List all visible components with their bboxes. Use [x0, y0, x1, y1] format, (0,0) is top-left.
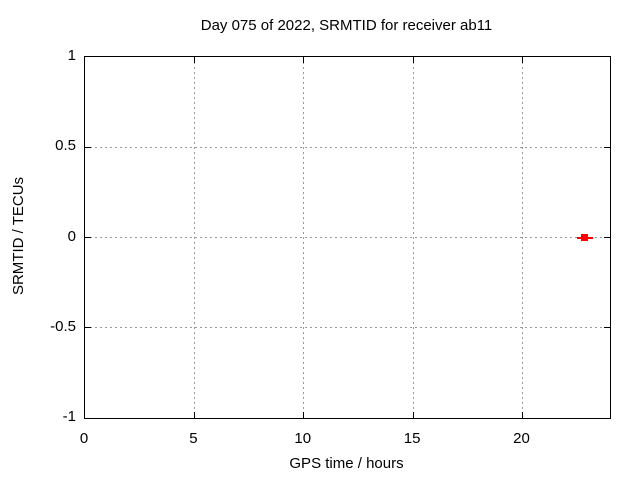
tick-right-0: [604, 237, 610, 238]
chart-title: Day 075 of 2022, SRMTID for receiver ab1…: [200, 17, 493, 34]
tick-left-0: [85, 237, 91, 238]
tick-bottom-10: [303, 412, 305, 418]
gridline-y-0.5: [85, 146, 610, 148]
tick-left--0.5: [85, 327, 91, 329]
x-tick-label-0: 0: [79, 430, 89, 447]
tick-top-15: [412, 57, 414, 63]
x-tick-label-15: 15: [403, 430, 421, 447]
data-point: [581, 234, 589, 241]
gridline-y-0: [85, 237, 610, 238]
y-tick-label-1: 1: [67, 47, 76, 64]
y-tick-label--1: -1: [62, 408, 76, 425]
x-tick-label-5: 5: [189, 430, 198, 447]
tick-top-5: [193, 57, 195, 63]
x-tick-label-10: 10: [294, 430, 312, 447]
tick-bottom-5: [193, 412, 195, 418]
y-tick-label-0.5: 0.5: [55, 137, 76, 155]
gridline-y--0.5: [85, 327, 610, 329]
tick-bottom-20: [522, 412, 523, 418]
tick-top-10: [303, 57, 305, 63]
y-tick-label--0.5: -0.5: [50, 317, 76, 335]
y-tick-label-0: 0: [67, 227, 76, 245]
tick-right--0.5: [604, 327, 610, 329]
x-axis-label: GPS time / hours: [289, 455, 404, 472]
x-tick-label-20: 20: [513, 430, 530, 447]
tick-top-20: [522, 57, 523, 63]
tick-right-0.5: [604, 146, 610, 148]
plot-area: [84, 56, 611, 419]
tick-left-0.5: [85, 146, 91, 148]
tick-bottom-15: [412, 412, 414, 418]
